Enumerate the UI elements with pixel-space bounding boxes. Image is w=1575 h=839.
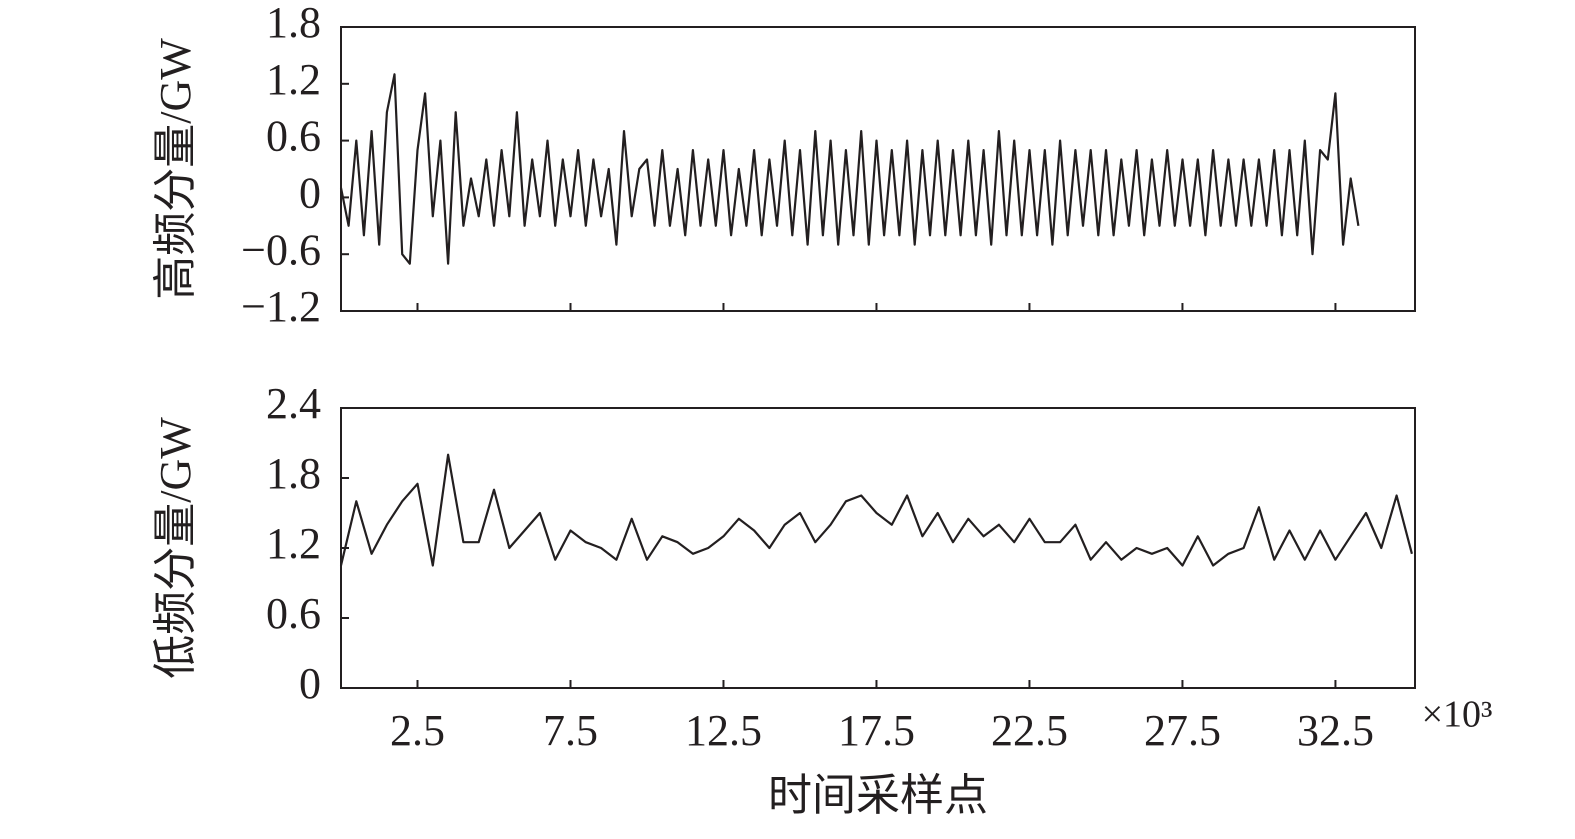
x-tick-label: 7.5 xyxy=(543,706,598,755)
y-tick-label: 0 xyxy=(299,659,321,708)
y-tick-label: 0.6 xyxy=(266,112,321,161)
y-axis-label: 低频分量/GW xyxy=(151,417,200,679)
y-tick-label: 0.6 xyxy=(266,589,321,638)
y-tick-label: 1.8 xyxy=(266,449,321,498)
data-line xyxy=(339,453,1413,567)
plot-frame xyxy=(340,26,1416,312)
y-axis-label: 高频分量/GW xyxy=(151,38,200,300)
y-tick-label: 1.2 xyxy=(266,519,321,568)
y-tick-label: 2.4 xyxy=(266,379,321,428)
y-tick-label: 0 xyxy=(299,168,321,217)
y-tick-label: 1.2 xyxy=(266,55,321,104)
x-tick-label: 17.5 xyxy=(838,706,915,755)
x-multiplier: ×10³ xyxy=(1422,694,1493,736)
x-tick-label: 12.5 xyxy=(685,706,762,755)
data-line xyxy=(339,73,1360,265)
x-tick-label: 32.5 xyxy=(1297,706,1374,755)
x-axis-label: 时间采样点 xyxy=(768,771,988,820)
y-tick-label: −1.2 xyxy=(241,282,321,331)
x-tick-label: 27.5 xyxy=(1144,706,1221,755)
x-tick-label: 2.5 xyxy=(390,706,445,755)
x-tick-label: 22.5 xyxy=(991,706,1068,755)
y-tick-label: −0.6 xyxy=(241,225,321,274)
y-tick-label: 1.8 xyxy=(266,0,321,47)
plot-frame xyxy=(340,407,1416,689)
